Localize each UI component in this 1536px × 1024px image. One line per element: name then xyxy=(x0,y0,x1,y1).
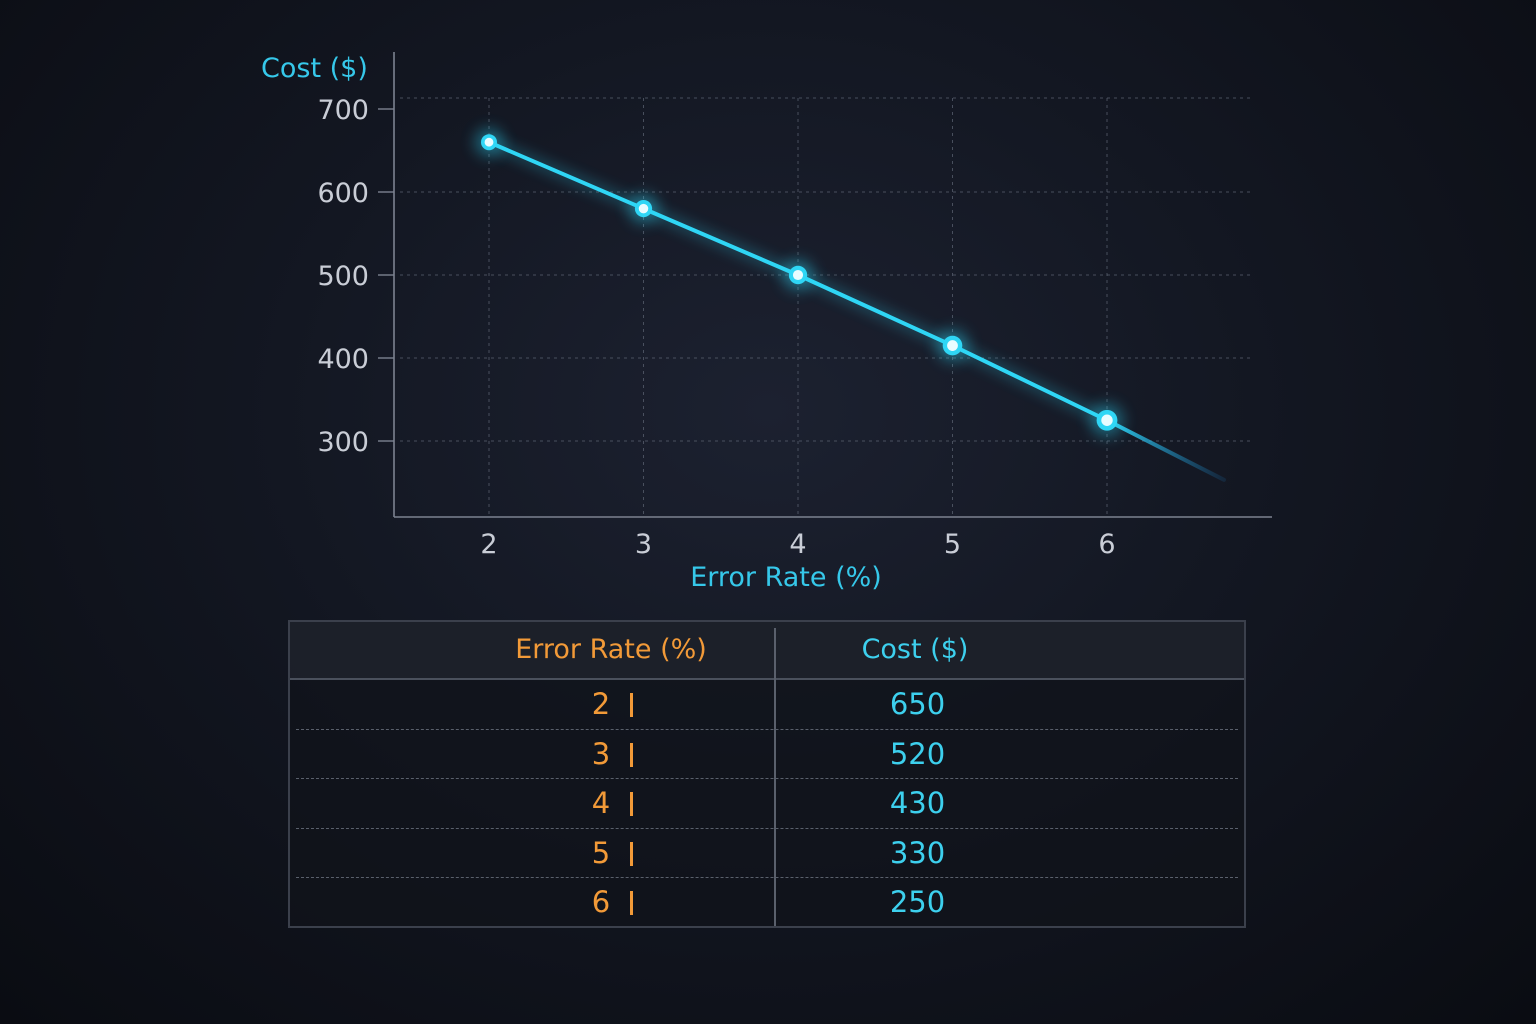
data-table: Error Rate (%) Cost ($) 2 650 3 520 4 43… xyxy=(288,620,1246,928)
table-row: 2 650 xyxy=(290,680,1244,730)
data-point-core xyxy=(947,340,958,351)
cell-error-rate: 3 xyxy=(591,736,611,771)
table-header: Error Rate (%) Cost ($) xyxy=(290,622,1244,680)
header-cost: Cost ($) xyxy=(861,634,969,665)
x-axis-title: Error Rate (%) xyxy=(690,562,882,593)
y-tick-label: 400 xyxy=(317,344,369,375)
x-tick-label: 6 xyxy=(1098,529,1115,560)
data-point-core xyxy=(1101,414,1113,426)
cell-marker-bar xyxy=(630,742,633,767)
y-tick-label: 300 xyxy=(317,427,369,458)
data-point-core xyxy=(484,137,494,147)
cell-error-rate: 6 xyxy=(591,885,611,920)
x-tick-label: 4 xyxy=(789,529,806,560)
y-tick-label: 700 xyxy=(317,95,369,126)
table-row: 6 250 xyxy=(290,878,1244,928)
cell-cost: 250 xyxy=(889,885,946,920)
cell-marker-bar xyxy=(630,891,633,916)
series-tail xyxy=(1105,418,1226,482)
axes: 300 400 500 600 700 2 3 4 5 6 xyxy=(317,52,1272,560)
row-separator xyxy=(296,827,1238,829)
cell-error-rate: 4 xyxy=(591,786,611,821)
data-point-core xyxy=(638,203,649,214)
cell-cost: 330 xyxy=(889,835,946,870)
y-axis-title: Cost ($) xyxy=(261,53,368,84)
table-row: 4 430 xyxy=(290,779,1244,829)
y-tick-label: 500 xyxy=(317,261,369,292)
data-points xyxy=(474,127,1125,438)
y-tick-label: 600 xyxy=(317,178,369,209)
row-separator xyxy=(296,728,1238,730)
cell-cost: 430 xyxy=(889,786,946,821)
table-row: 5 330 xyxy=(290,829,1244,879)
table-row: 3 520 xyxy=(290,730,1244,780)
x-tick-label: 2 xyxy=(480,529,497,560)
cell-error-rate: 2 xyxy=(591,687,611,721)
row-separator xyxy=(296,778,1238,780)
header-error-rate: Error Rate (%) xyxy=(515,634,707,665)
cell-marker-bar xyxy=(630,792,633,817)
x-tick-label: 5 xyxy=(944,529,961,560)
cell-error-rate: 5 xyxy=(591,835,611,870)
grid-lines xyxy=(400,97,1250,517)
cell-marker-bar xyxy=(630,693,633,717)
column-divider xyxy=(774,628,776,926)
line-chart: 300 400 500 600 700 2 3 4 5 6 Cost ($) Error Rate… xyxy=(261,52,1272,593)
cell-cost: 650 xyxy=(889,687,946,721)
cell-marker-bar xyxy=(630,841,633,866)
row-separator xyxy=(296,877,1238,879)
data-point-core xyxy=(792,269,804,281)
x-tick-label: 3 xyxy=(635,529,652,560)
cell-cost: 520 xyxy=(889,736,946,771)
